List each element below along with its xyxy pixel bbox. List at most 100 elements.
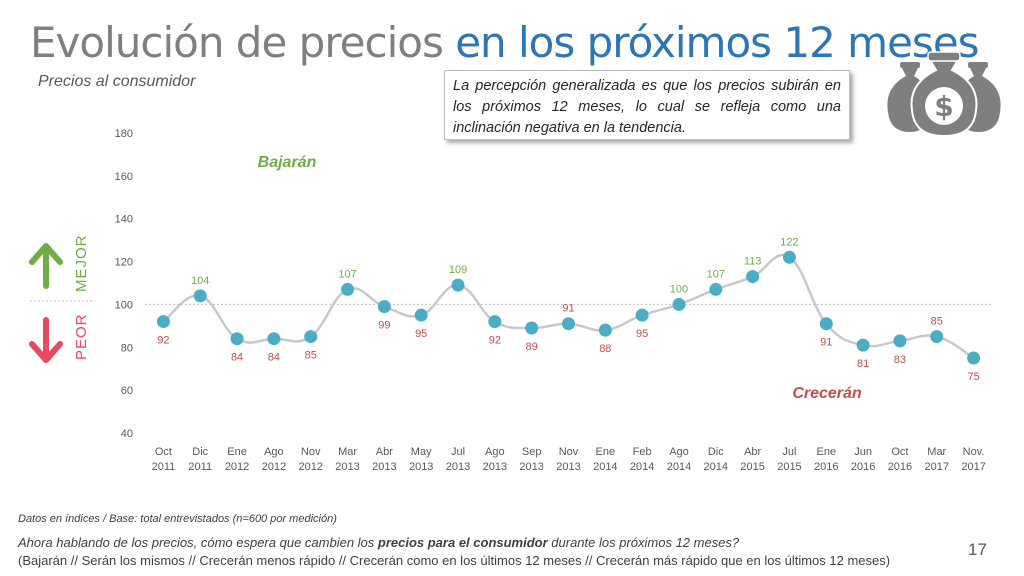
x-tick-label: Nov 2013 bbox=[556, 446, 580, 473]
x-tick-label: Jul 2013 bbox=[446, 446, 470, 473]
x-tick-label: Ago 2014 bbox=[667, 446, 691, 473]
page-number: 17 bbox=[968, 540, 987, 559]
x-tick-label: Ene 2016 bbox=[814, 446, 838, 473]
better-worse-indicator: MEJOR PEOR bbox=[29, 235, 95, 363]
y-tick-label: 180 bbox=[115, 128, 133, 140]
data-point bbox=[672, 297, 686, 311]
data-point bbox=[230, 332, 244, 346]
data-label: 91 bbox=[562, 303, 574, 315]
worse-label: PEOR bbox=[73, 313, 90, 360]
data-label: 75 bbox=[967, 371, 979, 383]
x-tick-label: Feb 2014 bbox=[630, 446, 654, 473]
data-point bbox=[562, 317, 575, 331]
better-label: MEJOR bbox=[73, 235, 90, 293]
x-tick-label: Mar 2013 bbox=[335, 446, 359, 473]
data-label: 91 bbox=[820, 337, 832, 349]
page-title: Evolución de precios en los próximos 12 … bbox=[30, 18, 980, 67]
data-point bbox=[635, 308, 649, 322]
data-point bbox=[819, 317, 833, 331]
x-tick-label: Ene 2014 bbox=[593, 446, 617, 473]
data-label: 99 bbox=[378, 320, 390, 332]
data-point bbox=[967, 351, 981, 365]
x-tick-label: Ago 2013 bbox=[483, 446, 507, 473]
data-point bbox=[488, 315, 502, 329]
data-point bbox=[746, 270, 760, 284]
data-label: 95 bbox=[636, 328, 648, 340]
data-point bbox=[377, 300, 391, 314]
data-point bbox=[598, 323, 612, 337]
data-label: 107 bbox=[338, 268, 356, 280]
data-label: 84 bbox=[231, 352, 243, 364]
answer-options: (Bajarán // Serán los mismos // Crecerán… bbox=[18, 553, 891, 568]
survey-question: Ahora hablando de los precios, cómo espe… bbox=[18, 535, 739, 550]
x-tick-label: Jun 2016 bbox=[851, 446, 875, 473]
data-label: 113 bbox=[744, 256, 762, 268]
data-point bbox=[304, 330, 318, 344]
x-tick-label: Oct 2011 bbox=[152, 446, 176, 473]
y-tick-label: 80 bbox=[121, 342, 133, 354]
data-point bbox=[267, 332, 281, 346]
title-main: Evolución de precios bbox=[30, 18, 456, 67]
data-point bbox=[193, 289, 207, 303]
source-note: Datos en índices / Base: total entrevist… bbox=[18, 513, 337, 525]
money-bags-icon: $ bbox=[887, 51, 1001, 136]
data-point bbox=[451, 278, 465, 292]
x-tick-label: Dic 2011 bbox=[188, 446, 212, 473]
data-point bbox=[414, 308, 428, 322]
data-label: 84 bbox=[268, 352, 280, 364]
data-point bbox=[856, 338, 870, 352]
x-tick-label: Abr 2015 bbox=[740, 446, 764, 473]
title-highlight: en los próximos 12 meses bbox=[455, 18, 979, 67]
x-tick-label: Sep 2013 bbox=[519, 446, 543, 473]
data-label: 109 bbox=[449, 264, 467, 276]
x-tick-label: Ago 2012 bbox=[262, 446, 286, 473]
x-tick-label: Abr 2013 bbox=[372, 446, 396, 473]
data-label: 85 bbox=[931, 316, 943, 328]
data-point bbox=[525, 321, 539, 335]
arrow-down-icon bbox=[29, 317, 63, 363]
x-tick-label: Nov. 2017 bbox=[961, 446, 985, 473]
data-label: 89 bbox=[526, 341, 538, 353]
question-emphasis: precios para el consumidor bbox=[377, 535, 548, 550]
data-point bbox=[893, 334, 907, 348]
data-point bbox=[782, 250, 796, 264]
y-tick-label: 120 bbox=[115, 257, 133, 269]
question-text: Ahora hablando de los precios, cómo espe… bbox=[18, 535, 378, 550]
y-tick-label: 60 bbox=[121, 385, 133, 397]
annotation-bajaran: Bajarán bbox=[258, 154, 317, 171]
data-label: 100 bbox=[670, 283, 688, 295]
data-label: 92 bbox=[489, 335, 501, 347]
callout-text: La percepción generalizada es que los pr… bbox=[453, 78, 841, 136]
arrow-up-icon bbox=[29, 243, 63, 289]
y-tick-label: 140 bbox=[115, 214, 133, 226]
x-tick-label: Ene 2012 bbox=[225, 446, 249, 473]
data-label: 107 bbox=[707, 268, 725, 280]
data-label: 88 bbox=[599, 343, 611, 355]
y-tick-label: 160 bbox=[115, 171, 133, 183]
data-point bbox=[341, 282, 355, 296]
data-label: 122 bbox=[780, 236, 798, 248]
x-tick-label: Dic 2014 bbox=[704, 446, 728, 473]
y-tick-label: 40 bbox=[121, 428, 133, 440]
x-tick-label: Oct 2016 bbox=[888, 446, 912, 473]
x-axis: Oct 2011 Dic 2011 Ene 2012 Ago 2012 Nov 2012 Mar 20… bbox=[152, 446, 986, 473]
data-label: 95 bbox=[415, 328, 427, 340]
x-tick-label: Mar 2017 bbox=[925, 446, 949, 473]
x-tick-label: Nov 2012 bbox=[298, 446, 322, 473]
page-subtitle: Precios al consumidor bbox=[38, 73, 196, 90]
data-point bbox=[156, 315, 170, 329]
y-tick-label: 100 bbox=[115, 299, 133, 311]
x-tick-label: Jul 2015 bbox=[777, 446, 801, 473]
x-tick-label: May 2013 bbox=[409, 446, 433, 473]
callout-box: La percepción generalizada es que los pr… bbox=[444, 70, 850, 140]
question-text-end: durante los próximos 12 meses? bbox=[547, 535, 740, 550]
data-label: 81 bbox=[857, 358, 869, 370]
y-axis: 40 60 80 100 120 140 160 180 bbox=[115, 128, 133, 440]
data-label: 92 bbox=[157, 335, 169, 347]
data-label: 85 bbox=[305, 350, 317, 362]
data-label: 83 bbox=[894, 354, 906, 366]
svg-text:$: $ bbox=[934, 90, 953, 123]
annotation-creceran: Crecerán bbox=[792, 385, 862, 402]
data-markers bbox=[156, 250, 981, 365]
